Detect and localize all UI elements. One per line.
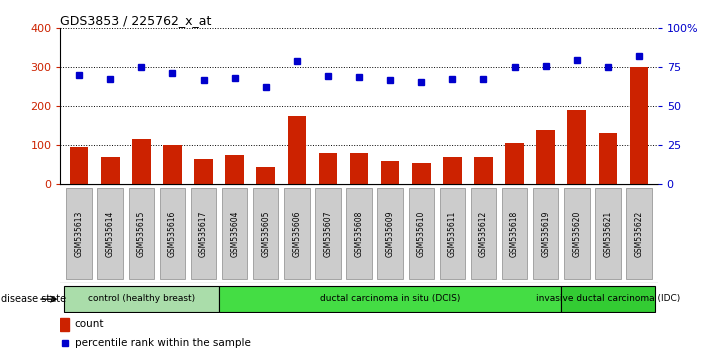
Text: GSM535621: GSM535621	[604, 211, 612, 257]
Bar	[506, 143, 524, 184]
Text: disease state: disease state	[1, 294, 67, 304]
FancyBboxPatch shape	[378, 188, 403, 279]
FancyBboxPatch shape	[471, 188, 496, 279]
Bar	[132, 139, 151, 184]
FancyBboxPatch shape	[346, 188, 372, 279]
FancyBboxPatch shape	[66, 188, 92, 279]
Text: ductal carcinoma in situ (DCIS): ductal carcinoma in situ (DCIS)	[320, 294, 460, 303]
FancyBboxPatch shape	[315, 188, 341, 279]
Text: count: count	[75, 319, 104, 329]
Bar	[567, 110, 586, 184]
Bar	[60, 318, 70, 331]
Text: GSM535611: GSM535611	[448, 211, 457, 257]
Text: GSM535606: GSM535606	[292, 210, 301, 257]
Text: GSM535622: GSM535622	[634, 211, 643, 257]
Text: invasive ductal carcinoma (IDC): invasive ductal carcinoma (IDC)	[536, 294, 680, 303]
FancyBboxPatch shape	[626, 188, 652, 279]
Text: GSM535614: GSM535614	[106, 210, 114, 257]
FancyBboxPatch shape	[284, 188, 309, 279]
FancyBboxPatch shape	[63, 286, 219, 312]
FancyBboxPatch shape	[219, 286, 561, 312]
FancyBboxPatch shape	[97, 188, 123, 279]
Text: GSM535604: GSM535604	[230, 210, 239, 257]
Text: GSM535616: GSM535616	[168, 210, 177, 257]
Bar	[257, 166, 275, 184]
Text: GSM535612: GSM535612	[479, 211, 488, 257]
Bar	[350, 153, 368, 184]
Bar	[287, 116, 306, 184]
FancyBboxPatch shape	[222, 188, 247, 279]
FancyBboxPatch shape	[191, 188, 216, 279]
Bar	[443, 157, 461, 184]
Text: GSM535609: GSM535609	[385, 210, 395, 257]
Text: GSM535607: GSM535607	[324, 210, 333, 257]
Text: GSM535613: GSM535613	[75, 210, 84, 257]
Text: GSM535619: GSM535619	[541, 210, 550, 257]
FancyBboxPatch shape	[253, 188, 279, 279]
Text: percentile rank within the sample: percentile rank within the sample	[75, 338, 250, 348]
Text: GSM535605: GSM535605	[261, 210, 270, 257]
Text: GSM535620: GSM535620	[572, 210, 582, 257]
Bar	[474, 157, 493, 184]
Text: GSM535617: GSM535617	[199, 210, 208, 257]
Text: GSM535608: GSM535608	[355, 210, 363, 257]
Bar	[536, 130, 555, 184]
Text: GSM535615: GSM535615	[137, 210, 146, 257]
FancyBboxPatch shape	[564, 188, 589, 279]
Bar	[412, 162, 431, 184]
Text: GSM535618: GSM535618	[510, 211, 519, 257]
Bar	[381, 161, 400, 184]
FancyBboxPatch shape	[439, 188, 465, 279]
Bar	[319, 153, 337, 184]
FancyBboxPatch shape	[129, 188, 154, 279]
Text: GDS3853 / 225762_x_at: GDS3853 / 225762_x_at	[60, 14, 212, 27]
Bar	[599, 133, 617, 184]
FancyBboxPatch shape	[502, 188, 528, 279]
FancyBboxPatch shape	[409, 188, 434, 279]
FancyBboxPatch shape	[561, 286, 655, 312]
Bar	[101, 157, 119, 184]
FancyBboxPatch shape	[533, 188, 558, 279]
Text: GSM535610: GSM535610	[417, 210, 426, 257]
Bar	[70, 147, 88, 184]
FancyBboxPatch shape	[595, 188, 621, 279]
Text: control (healthy breast): control (healthy breast)	[87, 294, 195, 303]
Bar	[630, 67, 648, 184]
Bar	[163, 145, 182, 184]
FancyBboxPatch shape	[160, 188, 185, 279]
Bar	[194, 159, 213, 184]
Bar	[225, 155, 244, 184]
